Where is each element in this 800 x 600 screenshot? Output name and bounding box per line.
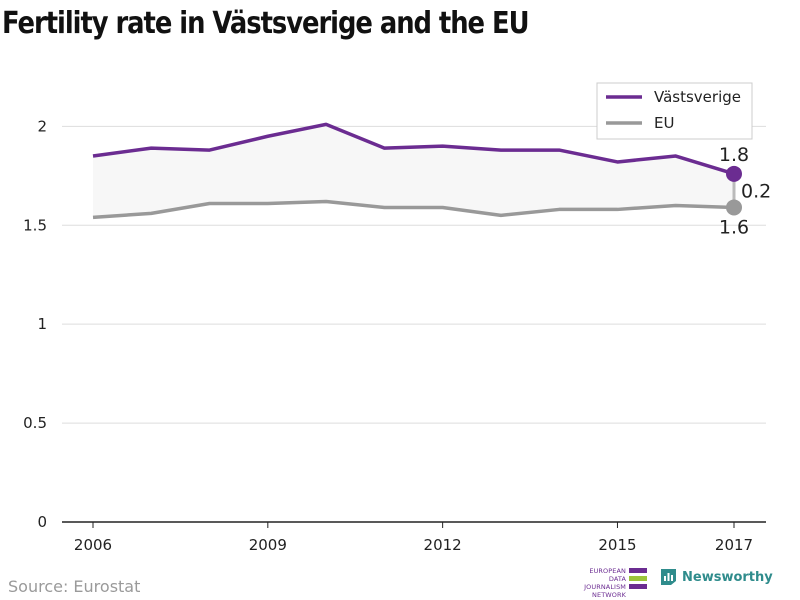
ejn-logo: EUROPEAN DATA JOURNALISM NETWORK [566, 567, 650, 599]
newsworthy-chart-icon [661, 569, 676, 585]
difference-band-area [93, 124, 734, 218]
series-line-eu [92, 199, 735, 220]
end-annotations: 1.8 1.6 0.2 [719, 144, 771, 239]
ejn-logo-line-3: NETWORK [592, 591, 626, 599]
y-tick-label: 1 [37, 315, 47, 333]
ejn-logo-bar [629, 576, 647, 581]
ejn-logo-bar [629, 584, 647, 589]
axes: 0 0.5 1 1.5 2 2006 2009 2012 2015 2017 [23, 117, 766, 554]
newsworthy-logo: Newsworthy [660, 567, 773, 587]
legend-label: Västsverige [654, 88, 741, 106]
x-tick-label: 2012 [424, 536, 462, 554]
newsworthy-logo-text: Newsworthy [682, 569, 773, 585]
difference-label: 0.2 [741, 181, 771, 203]
legend: Västsverige EU [596, 82, 753, 140]
ejn-logo-bar [629, 568, 647, 573]
x-tick-label: 2015 [598, 536, 636, 554]
y-tick-label: 2 [37, 117, 47, 135]
ejn-logo-line-1: EUROPEAN [589, 567, 626, 575]
endpoint-marker-eu [726, 199, 742, 216]
y-tick-label: 1.5 [23, 216, 47, 234]
series-line-vastsverige [92, 122, 735, 176]
legend-label: EU [654, 114, 674, 132]
source-note: Source: Eurostat [8, 577, 141, 596]
end-label-eu: 1.6 [719, 216, 749, 238]
series-lines [92, 122, 735, 220]
legend-box [596, 82, 753, 140]
endpoint-marker-vastsverige [726, 165, 742, 182]
grid-lines [62, 125, 766, 424]
x-tick-label: 2017 [715, 536, 753, 554]
x-tick-label: 2009 [249, 536, 287, 554]
chart-title: Fertility rate in Västsverige and the EU [2, 6, 530, 41]
ejn-logo-line-2: DATA JOURNALISM [584, 575, 626, 591]
difference-band [93, 124, 734, 218]
end-label-vastsverige: 1.8 [719, 144, 749, 166]
y-tick-label: 0.5 [23, 414, 47, 432]
y-tick-label: 0 [37, 513, 47, 531]
x-tick-label: 2006 [74, 536, 112, 554]
